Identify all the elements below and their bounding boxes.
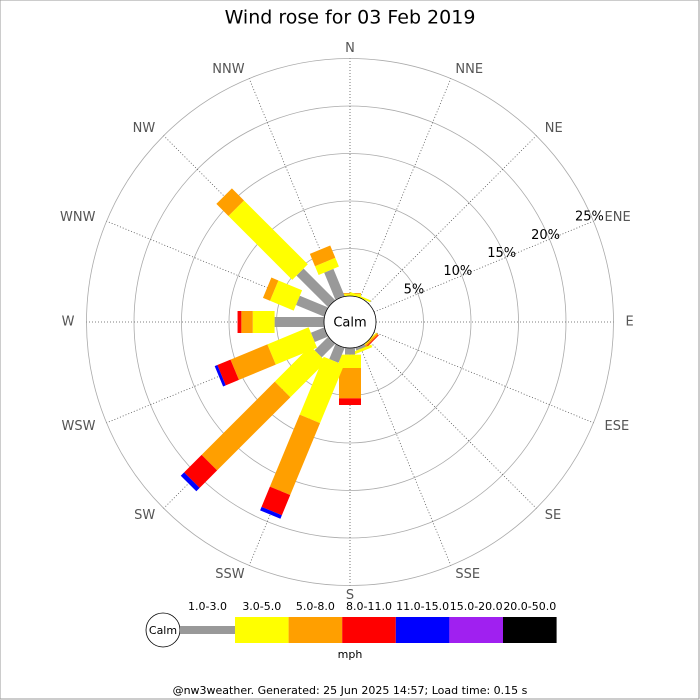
bar-segment bbox=[361, 333, 379, 351]
direction-label: W bbox=[62, 315, 75, 330]
spoke bbox=[368, 340, 537, 509]
bar-segment bbox=[216, 188, 244, 216]
grid-ring bbox=[181, 153, 519, 491]
bar-segment bbox=[261, 486, 291, 516]
bar-segment bbox=[230, 344, 276, 380]
bar-segment bbox=[339, 398, 361, 405]
bar-segment bbox=[339, 354, 361, 368]
direction-label: E bbox=[626, 315, 634, 330]
bar-segment bbox=[237, 311, 242, 333]
legend-label: 8.0-11.0 bbox=[346, 600, 392, 613]
legend-label: 15.0-20.0 bbox=[450, 600, 503, 613]
bar-segment bbox=[314, 257, 339, 275]
r-tick-label: 10% bbox=[443, 264, 472, 279]
legend-swatch bbox=[180, 626, 235, 634]
bar-segment bbox=[201, 381, 291, 471]
r-tick-label: 25% bbox=[575, 210, 604, 225]
legend-label: 20.0-50.0 bbox=[503, 600, 556, 613]
bar-segment bbox=[355, 344, 366, 351]
direction-label: WNW bbox=[60, 210, 96, 225]
legend-swatch bbox=[288, 617, 343, 643]
chart-title: Wind rose for 03 Feb 2019 bbox=[225, 7, 476, 29]
legend-label: 11.0-15.0 bbox=[396, 600, 449, 613]
legend-swatch bbox=[235, 617, 289, 643]
bar-segment bbox=[314, 336, 336, 358]
legend-swatch bbox=[395, 617, 450, 643]
bar-segment bbox=[214, 365, 226, 387]
bar-segment bbox=[241, 311, 253, 333]
bar-segment bbox=[324, 268, 345, 300]
direction-label: WSW bbox=[62, 419, 96, 434]
bar-segment bbox=[274, 346, 326, 398]
footer: @nw3weather. Generated: 25 Jun 2025 14:5… bbox=[173, 684, 528, 697]
r-tick-label: 15% bbox=[487, 246, 516, 261]
legend-label: 1.0-3.0 bbox=[188, 600, 227, 613]
spoke bbox=[373, 331, 594, 424]
spoke bbox=[368, 135, 537, 304]
legend-unit: mph bbox=[338, 648, 363, 661]
legend-label: 3.0-5.0 bbox=[242, 600, 281, 613]
bar-segment bbox=[296, 268, 336, 308]
calm-circle bbox=[323, 295, 377, 349]
legend-swatch bbox=[449, 617, 503, 643]
legend-swatch bbox=[342, 617, 396, 643]
bar-segment bbox=[329, 344, 345, 363]
bar-segment bbox=[274, 317, 324, 327]
direction-label: SSW bbox=[215, 567, 245, 582]
bar-segment bbox=[339, 367, 361, 399]
bar-segment bbox=[310, 327, 328, 343]
direction-label: NNE bbox=[455, 62, 483, 77]
bar-segment bbox=[267, 327, 318, 365]
r-tick-label: 20% bbox=[531, 228, 560, 243]
legend-swatch bbox=[503, 617, 557, 643]
legend-calm-label: Calm bbox=[149, 624, 177, 637]
bar-segment bbox=[295, 295, 328, 317]
spoke bbox=[359, 345, 452, 566]
r-tick-label: 5% bbox=[404, 282, 425, 297]
bar-segment bbox=[228, 200, 308, 280]
direction-label: ENE bbox=[605, 210, 631, 225]
bar-segment bbox=[184, 454, 218, 488]
bar-segment bbox=[260, 506, 282, 519]
direction-label: SW bbox=[134, 508, 155, 523]
direction-label: NNW bbox=[212, 62, 244, 77]
bar-segment bbox=[269, 280, 303, 311]
bar-segment bbox=[269, 414, 321, 496]
direction-label: NE bbox=[545, 121, 563, 136]
bar-segment bbox=[262, 277, 279, 301]
grid-ring bbox=[228, 200, 472, 444]
bar-segment bbox=[252, 311, 275, 333]
bar-segment bbox=[345, 348, 355, 355]
bar-segment bbox=[180, 472, 200, 492]
spoke bbox=[373, 220, 594, 313]
bar-segment bbox=[349, 292, 371, 303]
bar-segment bbox=[299, 356, 345, 424]
bar-segment bbox=[350, 344, 373, 356]
direction-label: S bbox=[346, 588, 354, 603]
direction-label: ESE bbox=[605, 419, 630, 434]
calm-label: Calm bbox=[333, 316, 366, 331]
legend-label: 5.0-8.0 bbox=[296, 600, 335, 613]
direction-label: N bbox=[345, 41, 355, 56]
direction-label: SE bbox=[545, 508, 561, 523]
bar-segment bbox=[217, 359, 239, 386]
spoke bbox=[359, 78, 452, 299]
direction-label: SSE bbox=[455, 567, 480, 582]
bar-segment bbox=[309, 245, 336, 267]
direction-label: NW bbox=[133, 121, 156, 136]
